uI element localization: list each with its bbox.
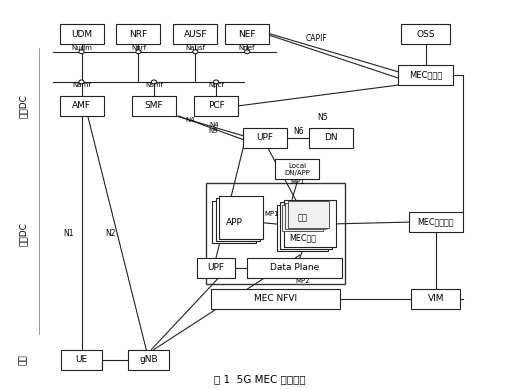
Text: MEC编排器: MEC编排器 (409, 71, 442, 80)
Text: UDM: UDM (71, 30, 92, 39)
Text: VIM: VIM (427, 294, 444, 303)
Text: MP2: MP2 (295, 278, 310, 284)
FancyBboxPatch shape (309, 128, 354, 148)
Text: MP1: MP1 (264, 211, 279, 217)
Text: N6: N6 (293, 128, 304, 136)
Text: NEF: NEF (238, 30, 256, 39)
Text: 图 1  5G MEC 系统架构: 图 1 5G MEC 系统架构 (214, 374, 306, 384)
FancyBboxPatch shape (401, 24, 450, 44)
Text: Local
DN/APP: Local DN/APP (284, 163, 310, 176)
Text: N9: N9 (209, 128, 218, 134)
Text: Nausf: Nausf (185, 45, 205, 51)
Text: UE: UE (75, 355, 88, 364)
FancyBboxPatch shape (282, 205, 323, 231)
Text: 接入: 接入 (19, 354, 28, 365)
FancyBboxPatch shape (284, 200, 335, 246)
Text: UPF: UPF (257, 133, 274, 142)
Text: SMF: SMF (145, 101, 163, 110)
Text: gNB: gNB (139, 355, 158, 364)
FancyBboxPatch shape (60, 96, 103, 116)
FancyBboxPatch shape (219, 196, 263, 239)
FancyBboxPatch shape (411, 289, 460, 309)
Text: Nnef: Nnef (239, 45, 255, 51)
Text: N2: N2 (105, 229, 115, 238)
Text: MEC NFVI: MEC NFVI (254, 294, 297, 303)
Text: 服务: 服务 (297, 214, 307, 223)
Text: N1: N1 (63, 229, 74, 238)
Text: N5: N5 (317, 113, 328, 122)
Circle shape (151, 80, 157, 84)
FancyBboxPatch shape (212, 289, 340, 309)
Text: Npcf: Npcf (208, 82, 224, 88)
Circle shape (79, 80, 84, 84)
Text: DN: DN (324, 133, 338, 142)
FancyBboxPatch shape (60, 24, 103, 44)
Circle shape (79, 50, 84, 54)
Text: Data Plane: Data Plane (270, 263, 319, 272)
FancyBboxPatch shape (398, 65, 453, 85)
FancyBboxPatch shape (206, 183, 345, 284)
FancyBboxPatch shape (275, 160, 319, 179)
FancyBboxPatch shape (277, 205, 328, 251)
Text: PCF: PCF (207, 101, 225, 110)
FancyBboxPatch shape (243, 128, 287, 148)
Text: 中心DC: 中心DC (19, 94, 28, 118)
Circle shape (136, 50, 141, 54)
FancyBboxPatch shape (173, 24, 217, 44)
FancyBboxPatch shape (132, 96, 176, 116)
FancyBboxPatch shape (216, 199, 260, 241)
Text: NRF: NRF (129, 30, 148, 39)
FancyBboxPatch shape (247, 258, 343, 278)
FancyBboxPatch shape (61, 349, 102, 370)
FancyBboxPatch shape (116, 24, 161, 44)
Text: N4: N4 (186, 117, 196, 123)
Text: Nnrf: Nnrf (131, 45, 146, 51)
Circle shape (193, 50, 198, 54)
Text: MEC平台: MEC平台 (289, 233, 316, 242)
FancyBboxPatch shape (194, 96, 238, 116)
Text: AUSF: AUSF (184, 30, 207, 39)
FancyBboxPatch shape (285, 203, 326, 229)
FancyBboxPatch shape (128, 349, 170, 370)
FancyBboxPatch shape (280, 202, 332, 249)
Text: Nsmf: Nsmf (145, 82, 163, 88)
Text: N4: N4 (209, 122, 218, 128)
Text: OSS: OSS (417, 30, 435, 39)
FancyBboxPatch shape (288, 201, 329, 227)
Text: MEC平台管理: MEC平台管理 (418, 218, 454, 227)
FancyBboxPatch shape (212, 201, 256, 243)
Text: 边缘DC: 边缘DC (19, 222, 28, 246)
Text: UPF: UPF (207, 263, 225, 272)
Text: Namf: Namf (72, 82, 91, 88)
Text: APP: APP (226, 218, 242, 227)
Circle shape (244, 50, 250, 54)
FancyBboxPatch shape (225, 24, 269, 44)
Text: Nudm: Nudm (71, 45, 92, 51)
Text: AMF: AMF (72, 101, 91, 110)
FancyBboxPatch shape (197, 258, 236, 278)
Text: MP1: MP1 (290, 179, 305, 185)
Text: CAPIF: CAPIF (306, 34, 328, 43)
FancyBboxPatch shape (409, 212, 463, 232)
Circle shape (213, 80, 218, 84)
